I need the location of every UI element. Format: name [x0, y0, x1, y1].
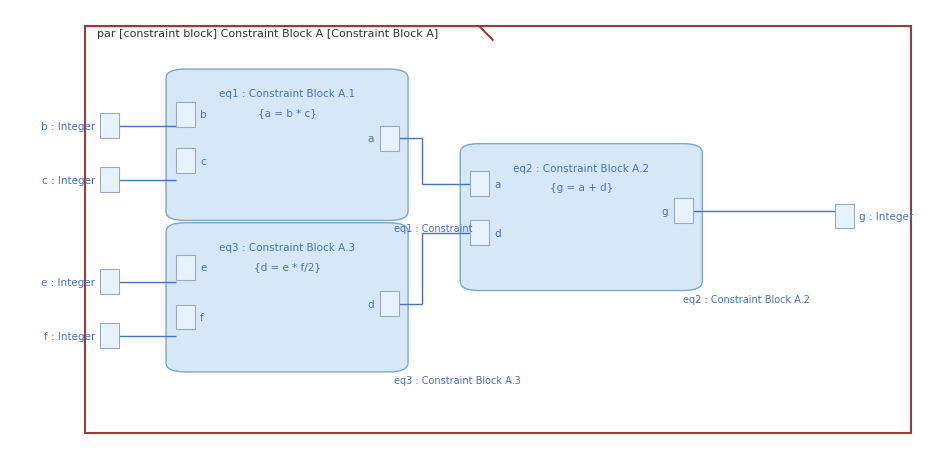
Text: eq3 : Constraint Block A.3: eq3 : Constraint Block A.3 — [219, 242, 355, 252]
Text: a: a — [494, 179, 501, 189]
Bar — [176, 102, 195, 127]
Bar — [470, 221, 489, 245]
Bar — [100, 114, 119, 138]
Text: e : Integer: e : Integer — [41, 277, 95, 287]
Text: e: e — [200, 262, 207, 272]
Text: b: b — [200, 110, 207, 120]
Text: par [constraint block] Constraint Block A [Constraint Block A]: par [constraint block] Constraint Block … — [97, 29, 438, 39]
Text: g : Integer: g : Integer — [859, 212, 913, 221]
Text: g: g — [661, 206, 668, 216]
Bar — [176, 255, 195, 280]
FancyBboxPatch shape — [460, 144, 702, 291]
Text: eq1 : Constraint Block A.1: eq1 : Constraint Block A.1 — [219, 89, 355, 99]
Text: d: d — [367, 299, 374, 309]
FancyBboxPatch shape — [166, 70, 408, 221]
Bar — [100, 324, 119, 348]
Text: {d = e * f/2}: {d = e * f/2} — [253, 262, 321, 272]
Text: c : Integer: c : Integer — [42, 175, 95, 185]
Bar — [835, 204, 854, 229]
Text: eq2 : Constraint Block A.2: eq2 : Constraint Block A.2 — [513, 163, 649, 173]
Text: {a = b * c}: {a = b * c} — [257, 108, 317, 118]
Text: a: a — [367, 134, 374, 144]
Bar — [674, 199, 693, 224]
Text: c: c — [200, 156, 206, 166]
Text: f: f — [200, 312, 204, 322]
Text: eq3 : Constraint Block A.3: eq3 : Constraint Block A.3 — [394, 375, 521, 385]
Text: b : Integer: b : Integer — [41, 121, 95, 131]
Text: f : Integer: f : Integer — [44, 331, 95, 341]
FancyBboxPatch shape — [166, 223, 408, 372]
Text: {g = a + d}: {g = a + d} — [549, 183, 613, 193]
Text: eq1 : Constraint: eq1 : Constraint — [394, 223, 473, 233]
Text: eq2 : Constraint Block A.2: eq2 : Constraint Block A.2 — [683, 294, 810, 304]
Bar — [176, 149, 195, 174]
Bar — [100, 168, 119, 193]
Bar — [380, 292, 399, 317]
Bar — [176, 305, 195, 330]
Bar — [100, 270, 119, 295]
Bar — [380, 126, 399, 151]
Bar — [470, 172, 489, 197]
Bar — [85, 27, 911, 433]
Text: d: d — [494, 228, 501, 238]
